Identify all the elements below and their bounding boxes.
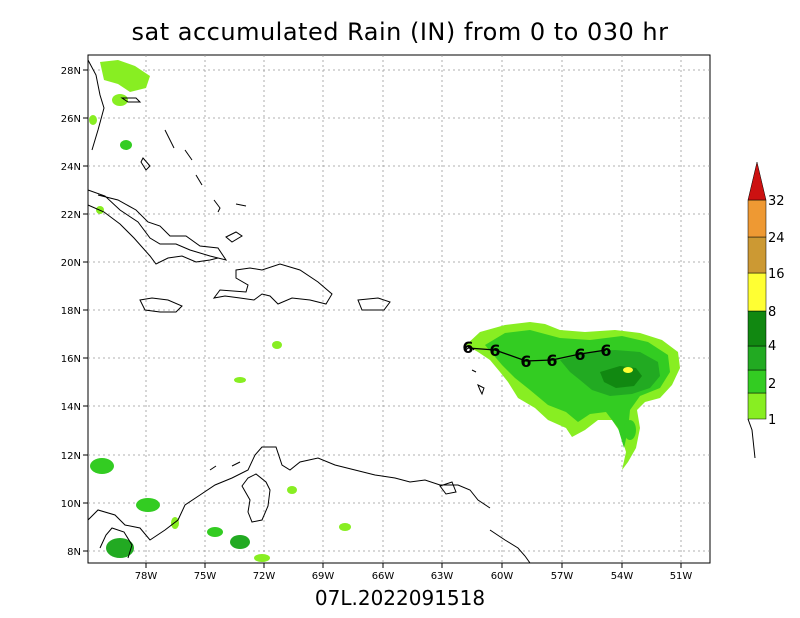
bahamas-island-5 <box>195 174 203 186</box>
turks-islands <box>235 203 247 207</box>
rain-sa-3 <box>106 538 134 558</box>
map-frame <box>87 54 711 564</box>
map-title: sat accumulated Rain (IN) from 0 to 030 … <box>131 18 669 46</box>
lon-label-51w: 51W <box>670 571 693 582</box>
colorbar-swatch-1 <box>747 392 767 420</box>
lon-label-57w: 57W <box>551 571 574 582</box>
lon-label-66w: 66W <box>372 571 395 582</box>
lat-label-12n: 12N <box>61 451 81 462</box>
colorbar-label-4: 4 <box>768 339 776 354</box>
lat-label-20n: 20N <box>61 258 81 269</box>
lon-label-72w: 72W <box>253 571 276 582</box>
colorbar-swatch-2 <box>747 369 767 394</box>
lon-label-69w: 69W <box>312 571 335 582</box>
colombia-coast <box>99 527 133 559</box>
rain-sa-4 <box>207 527 223 537</box>
colorbar-swatch-32 <box>747 199 767 238</box>
lat-label-16n: 16N <box>61 354 81 365</box>
colorbar-swatch-24 <box>747 236 767 274</box>
rain-bahamas <box>100 60 150 92</box>
trinidad <box>439 481 457 495</box>
lat-label-8n: 8N <box>67 547 81 558</box>
lat-label-28n: 28N <box>61 66 81 77</box>
puerto-rico-coast <box>357 297 391 311</box>
cuba-north-coast <box>87 204 219 265</box>
rain-pr-1 <box>272 341 282 349</box>
lake-maracaibo <box>241 473 271 523</box>
rain-sa-8 <box>287 486 297 494</box>
bahamas-island-3 <box>164 129 175 149</box>
colorbar-label-16: 16 <box>768 267 785 282</box>
lon-label-54w: 54W <box>611 571 634 582</box>
storm-id-label: 07L.2022091518 <box>314 586 486 610</box>
hurricane-symbol-1: 6 <box>462 338 473 357</box>
lat-label-14n: 14N <box>61 402 81 413</box>
florida-coast <box>87 59 105 151</box>
colorbar-label-2: 2 <box>768 377 776 392</box>
curacao <box>231 461 241 467</box>
colorbar-swatch-4 <box>747 345 767 371</box>
hurricane-symbol-2: 6 <box>489 341 500 360</box>
colorbar-swatch-8 <box>747 310 767 347</box>
rain-bahamas-3 <box>120 140 132 150</box>
bahamas-island-6 <box>213 199 221 213</box>
rainfall-shading <box>89 60 680 562</box>
martinique <box>477 383 485 396</box>
rain-bahamas-4 <box>89 115 97 125</box>
isla-1 <box>225 231 243 243</box>
lat-label-24n: 24N <box>61 162 81 173</box>
hurricane-symbols: 6 6 6 6 6 6 <box>462 338 611 371</box>
colorbar-label-24: 24 <box>768 231 785 246</box>
rain-sa-1 <box>90 458 114 474</box>
track-line <box>467 347 607 362</box>
jamaica-coast <box>139 297 183 313</box>
lat-axis: 28N 26N 24N 22N 20N 18N 16N 14N 12N 10N … <box>61 66 88 558</box>
map-grid <box>88 55 710 563</box>
barbados <box>471 369 477 373</box>
lat-label-10n: 10N <box>61 499 81 510</box>
rain-blob-east <box>624 420 636 440</box>
rain-bahamas-2 <box>112 94 128 106</box>
lon-label-60w: 60W <box>491 571 514 582</box>
venezuela-coast <box>87 446 491 541</box>
bahamas-island-4 <box>184 149 193 161</box>
rain-sa-9 <box>171 517 179 529</box>
colorbar: 1 2 4 8 16 24 32 <box>747 161 785 459</box>
colorbar-swatch-16 <box>747 272 767 312</box>
lat-label-26n: 26N <box>61 114 81 125</box>
storm-track <box>467 347 607 362</box>
colorbar-label-8: 8 <box>768 305 776 320</box>
hurricane-symbol-4: 6 <box>546 351 557 370</box>
rain-sa-5 <box>230 535 250 549</box>
lat-label-22n: 22N <box>61 210 81 221</box>
colorbar-label-32: 32 <box>768 194 785 209</box>
rain-sa-7 <box>254 554 270 562</box>
bahamas-island-1 <box>120 97 142 103</box>
lon-label-63w: 63W <box>431 571 454 582</box>
guiana-coast <box>489 529 531 564</box>
cuba-coast <box>87 189 228 261</box>
colorbar-label-1: 1 <box>768 413 776 428</box>
hispaniola-coast <box>212 263 333 305</box>
aruba <box>209 465 217 471</box>
hurricane-symbol-5: 6 <box>574 345 585 364</box>
bahamas-island-2 <box>140 157 151 171</box>
hurricane-symbol-6: 6 <box>600 341 611 360</box>
rain-sa-2 <box>136 498 160 512</box>
lon-axis: 78W 75W 72W 69W 66W 63W 60W 57W 54W 51W <box>135 563 693 582</box>
lon-label-78w: 78W <box>135 571 158 582</box>
lon-label-75w: 75W <box>194 571 217 582</box>
colorbar-top-arrow <box>747 161 767 201</box>
coastlines <box>87 59 531 564</box>
rain-pr-2 <box>234 377 246 383</box>
rain-sa-6 <box>339 523 351 531</box>
hurricane-symbol-3: 6 <box>520 352 531 371</box>
colorbar-bottom-tail <box>747 418 756 459</box>
rain-max-16in <box>623 367 633 373</box>
lat-label-18n: 18N <box>61 306 81 317</box>
